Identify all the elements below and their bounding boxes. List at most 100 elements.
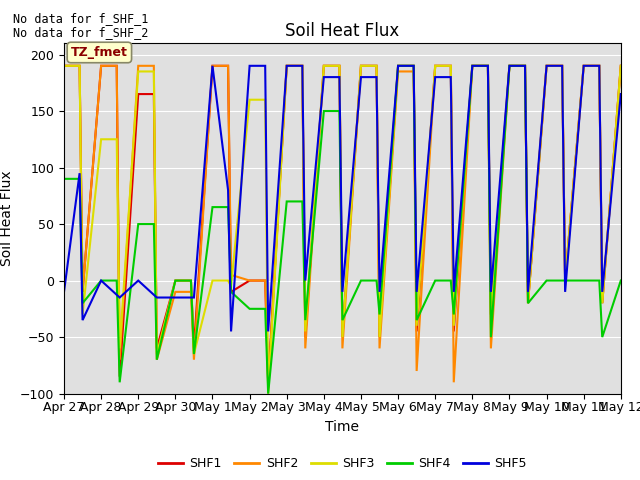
SHF3 xyxy=(595,63,603,69)
SHF1 xyxy=(357,63,365,69)
SHF2 xyxy=(598,300,606,306)
SHF2 xyxy=(153,357,161,362)
SHF1 xyxy=(506,63,513,69)
SHF3 xyxy=(134,69,142,74)
SHF1 xyxy=(394,63,402,69)
SHF4 xyxy=(431,278,439,284)
SHF4 xyxy=(283,199,291,204)
SHF5 xyxy=(561,289,569,295)
SHF3 xyxy=(187,278,195,284)
SHF1 xyxy=(301,334,309,340)
SHF2 xyxy=(394,69,402,74)
SHF5 xyxy=(97,278,105,284)
SHF1 xyxy=(487,312,495,317)
SHF5 xyxy=(376,289,383,295)
SHF5 xyxy=(506,63,513,69)
SHF1 xyxy=(431,63,439,69)
SHF5 xyxy=(372,74,380,80)
SHF2 xyxy=(376,346,383,351)
SHF4 xyxy=(410,63,417,69)
SHF5 xyxy=(357,74,365,80)
SHF5 xyxy=(172,295,179,300)
SHF2 xyxy=(431,63,439,69)
SHF3 xyxy=(506,63,513,69)
SHF5 xyxy=(320,74,328,80)
SHF4 xyxy=(113,278,120,284)
SHF3 xyxy=(558,63,566,69)
SHF3 xyxy=(209,278,216,284)
SHF2 xyxy=(261,278,269,284)
SHF2 xyxy=(113,63,120,69)
SHF2 xyxy=(357,63,365,69)
SHF3 xyxy=(598,300,606,306)
SHF5 xyxy=(521,63,529,69)
SHF2 xyxy=(543,63,550,69)
SHF3 xyxy=(116,346,124,351)
SHF5 xyxy=(301,278,309,284)
SHF4 xyxy=(595,278,603,284)
SHF5 xyxy=(60,289,68,295)
SHF1 xyxy=(172,278,179,284)
SHF4 xyxy=(447,278,454,284)
SHF3 xyxy=(172,278,179,284)
SHF1 xyxy=(543,63,550,69)
SHF4 xyxy=(97,278,105,284)
SHF4 xyxy=(484,63,492,69)
SHF3 xyxy=(283,63,291,69)
SHF1 xyxy=(224,63,232,69)
SHF5 xyxy=(580,63,588,69)
SHF2 xyxy=(134,63,142,69)
Title: Soil Heat Flux: Soil Heat Flux xyxy=(285,22,399,40)
SHF1 xyxy=(468,63,476,69)
SHF4 xyxy=(617,278,625,284)
SHF2 xyxy=(506,63,513,69)
SHF1 xyxy=(558,63,566,69)
SHF5 xyxy=(394,63,402,69)
SHF5 xyxy=(598,289,606,295)
SHF1 xyxy=(376,334,383,340)
SHF5 xyxy=(227,328,235,334)
SHF5 xyxy=(617,91,625,97)
SHF3 xyxy=(468,63,476,69)
SHF3 xyxy=(410,63,417,69)
SHF4 xyxy=(172,278,179,284)
SHF2 xyxy=(372,63,380,69)
SHF3 xyxy=(97,136,105,142)
SHF2 xyxy=(595,63,603,69)
SHF2 xyxy=(558,63,566,69)
SHF1 xyxy=(187,278,195,284)
SHF4 xyxy=(372,278,380,284)
SHF3 xyxy=(298,63,306,69)
SHF4 xyxy=(150,221,157,227)
SHF5 xyxy=(224,187,232,193)
SHF4 xyxy=(298,199,306,204)
Line: SHF3: SHF3 xyxy=(64,66,621,394)
SHF2 xyxy=(190,357,198,362)
SHF5 xyxy=(190,295,198,300)
SHF3 xyxy=(450,323,458,329)
SHF1 xyxy=(339,334,346,340)
SHF5 xyxy=(595,63,603,69)
SHF4 xyxy=(580,278,588,284)
SHF5 xyxy=(335,74,343,80)
SHF1 xyxy=(60,63,68,69)
Text: TZ_fmet: TZ_fmet xyxy=(71,46,128,59)
SHF3 xyxy=(264,391,272,396)
SHF4 xyxy=(116,379,124,385)
SHF2 xyxy=(298,63,306,69)
SHF1 xyxy=(116,374,124,380)
SHF2 xyxy=(150,63,157,69)
SHF2 xyxy=(487,346,495,351)
SHF1 xyxy=(524,300,532,306)
SHF4 xyxy=(524,300,532,306)
SHF2 xyxy=(320,63,328,69)
SHF4 xyxy=(376,312,383,317)
SHF3 xyxy=(413,323,420,329)
SHF4 xyxy=(190,351,198,357)
SHF1 xyxy=(595,63,603,69)
SHF4 xyxy=(187,278,195,284)
SHF1 xyxy=(246,278,253,284)
SHF5 xyxy=(558,63,566,69)
SHF5 xyxy=(543,63,550,69)
SHF5 xyxy=(187,295,195,300)
